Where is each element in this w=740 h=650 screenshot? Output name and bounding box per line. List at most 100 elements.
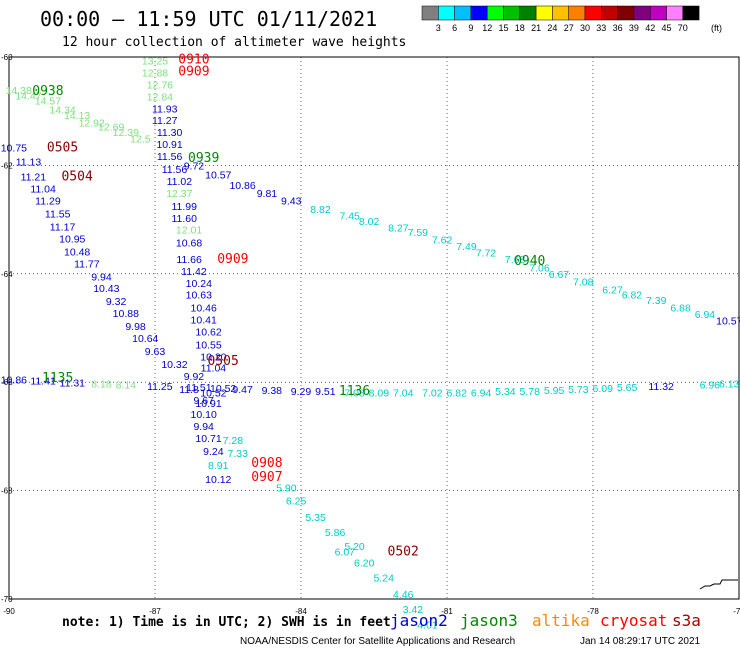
color-scale-bar: 3 6 9 12 15 18 21 24 27 30 33 36 39 42 45 70 — [421, 5, 700, 33]
swh-value: 11.13 — [16, 156, 42, 168]
color-swatch — [438, 5, 455, 21]
swh-value: 7.45 — [339, 211, 360, 223]
swh-value: 14.34 — [49, 104, 75, 116]
swh-value: 11.42 — [181, 266, 207, 278]
footer-timestamp: Jan 14 08:29:17 UTC 2021 — [580, 636, 701, 647]
color-swatch — [519, 5, 537, 21]
swh-value: 5.24 — [374, 573, 395, 585]
swh-value: 9.94 — [91, 271, 112, 283]
swh-value: 9.29 — [291, 386, 312, 398]
grid-lines — [8, 56, 740, 600]
pass-time-label: 0908 — [251, 456, 282, 471]
swh-value: 14.13 — [64, 110, 90, 122]
swh-value: 9.32 — [106, 296, 127, 308]
color-swatch — [486, 5, 504, 21]
swh-value: 10.75 — [1, 142, 27, 154]
swh-value: 11.31 — [60, 378, 86, 390]
pass-time-label: 0505 — [47, 140, 78, 155]
legend-item-altika: altika — [532, 611, 590, 630]
color-scale-label: 42 — [645, 23, 655, 33]
color-swatch — [666, 5, 684, 21]
swh-value: 6.25 — [286, 496, 307, 508]
swh-value: 10.12 — [205, 474, 231, 486]
color-swatch — [649, 5, 667, 21]
swh-value: 6.82 — [622, 290, 643, 302]
swh-value: 10.57 — [716, 316, 740, 328]
swh-value: 8.82 — [310, 204, 331, 216]
swh-value: 10.41 — [191, 315, 217, 327]
color-swatch — [617, 5, 635, 21]
swh-value: 6.94 — [471, 387, 492, 399]
color-scale-label: 3 — [436, 23, 441, 33]
swh-value: 10.52 — [210, 383, 236, 395]
color-scale-label: 9 — [468, 23, 473, 33]
color-scale-label: 39 — [629, 23, 639, 33]
swh-value: 9.63 — [145, 346, 166, 358]
swh-value: 11.04 — [30, 184, 56, 196]
color-scale-label: 45 — [661, 23, 671, 33]
swh-value: 10.62 — [195, 327, 221, 339]
swh-value: 9.94 — [193, 421, 214, 433]
legend-item-jason3: jason3 — [460, 611, 518, 630]
swh-value: 11.30 — [157, 127, 183, 139]
footer-credit: NOAA/NESDIS Center for Satellite Applica… — [240, 636, 515, 647]
swh-value: 11.02 — [167, 176, 193, 188]
swh-value: 10.24 — [186, 278, 212, 290]
swh-value: 9.43 — [281, 195, 302, 207]
swh-value: 11.56 — [162, 164, 188, 176]
swh-value: 14.47 — [15, 90, 41, 102]
satellite-legend: jason2 jason3 altika cryosat s3a — [390, 611, 701, 630]
swh-value: 5.95 — [544, 385, 565, 397]
chart-subtitle: 12 hour collection of altimeter wave hei… — [62, 35, 406, 50]
swh-value: 5.35 — [305, 512, 326, 524]
color-scale-label: 18 — [515, 23, 525, 33]
color-swatch — [633, 5, 651, 21]
swh-value: 5.73 — [568, 384, 589, 396]
swh-value: 10.10 — [191, 409, 217, 421]
pass-time-label: 0938 — [32, 84, 63, 99]
swh-value: 9.72 — [184, 161, 205, 173]
swh-value: 5.86 — [325, 527, 346, 539]
color-swatch — [503, 5, 521, 21]
pass-time-label: 0939 — [188, 151, 219, 166]
color-scale-label: 27 — [564, 23, 574, 33]
swh-value: 7.04 — [393, 387, 414, 399]
color-scale-label: 30 — [580, 23, 590, 33]
color-swatch — [454, 5, 472, 21]
swh-value: 8.27 — [388, 223, 409, 235]
pass-time-label: 0909 — [217, 252, 248, 267]
swh-value: 8.02 — [359, 216, 380, 228]
swh-value: 10.86 — [229, 180, 255, 192]
swh-value: 6.94 — [695, 309, 716, 321]
swh-value: 10.91 — [156, 139, 182, 151]
color-swatch — [568, 5, 586, 21]
swh-value: 11.55 — [45, 208, 71, 220]
swh-value: 11.17 — [50, 221, 76, 233]
y-tick-label: -70 — [1, 595, 13, 604]
swh-value: 8.09 — [369, 387, 390, 399]
pass-time-label: 0502 — [388, 545, 419, 560]
swh-value: 11.60 — [171, 213, 197, 225]
swh-value: 11.99 — [171, 201, 197, 213]
swh-value: 4.01 — [417, 619, 438, 631]
x-tick-label: -87 — [149, 607, 161, 616]
y-tick-label: -68 — [1, 487, 13, 496]
color-swatch — [421, 5, 439, 21]
swh-value: 11.21 — [21, 172, 47, 184]
swh-value: 6.67 — [549, 269, 570, 281]
coastline-fragment — [699, 579, 738, 590]
swh-value: 14.57 — [35, 96, 61, 108]
y-tick-label: -60 — [1, 53, 13, 62]
swh-value: 10.64 — [132, 333, 158, 345]
swh-value: 7.72 — [476, 247, 497, 259]
x-tick-label: -81 — [441, 607, 453, 616]
swh-value: 12.76 — [147, 79, 173, 91]
swh-value: 6.82 — [447, 387, 468, 399]
swh-value: 11.66 — [176, 254, 202, 266]
color-scale-label: 36 — [613, 23, 623, 33]
pass-time-label: 0907 — [251, 470, 282, 485]
swh-value: 10.71 — [195, 433, 221, 445]
footer-note: note: 1) Time is in UTC; 2) SWH is in fe… — [62, 615, 391, 630]
data-points: 13.2512.8812.7612.8411.9311.2711.3010.91… — [1, 56, 740, 632]
color-scale-label: 70 — [678, 23, 688, 33]
